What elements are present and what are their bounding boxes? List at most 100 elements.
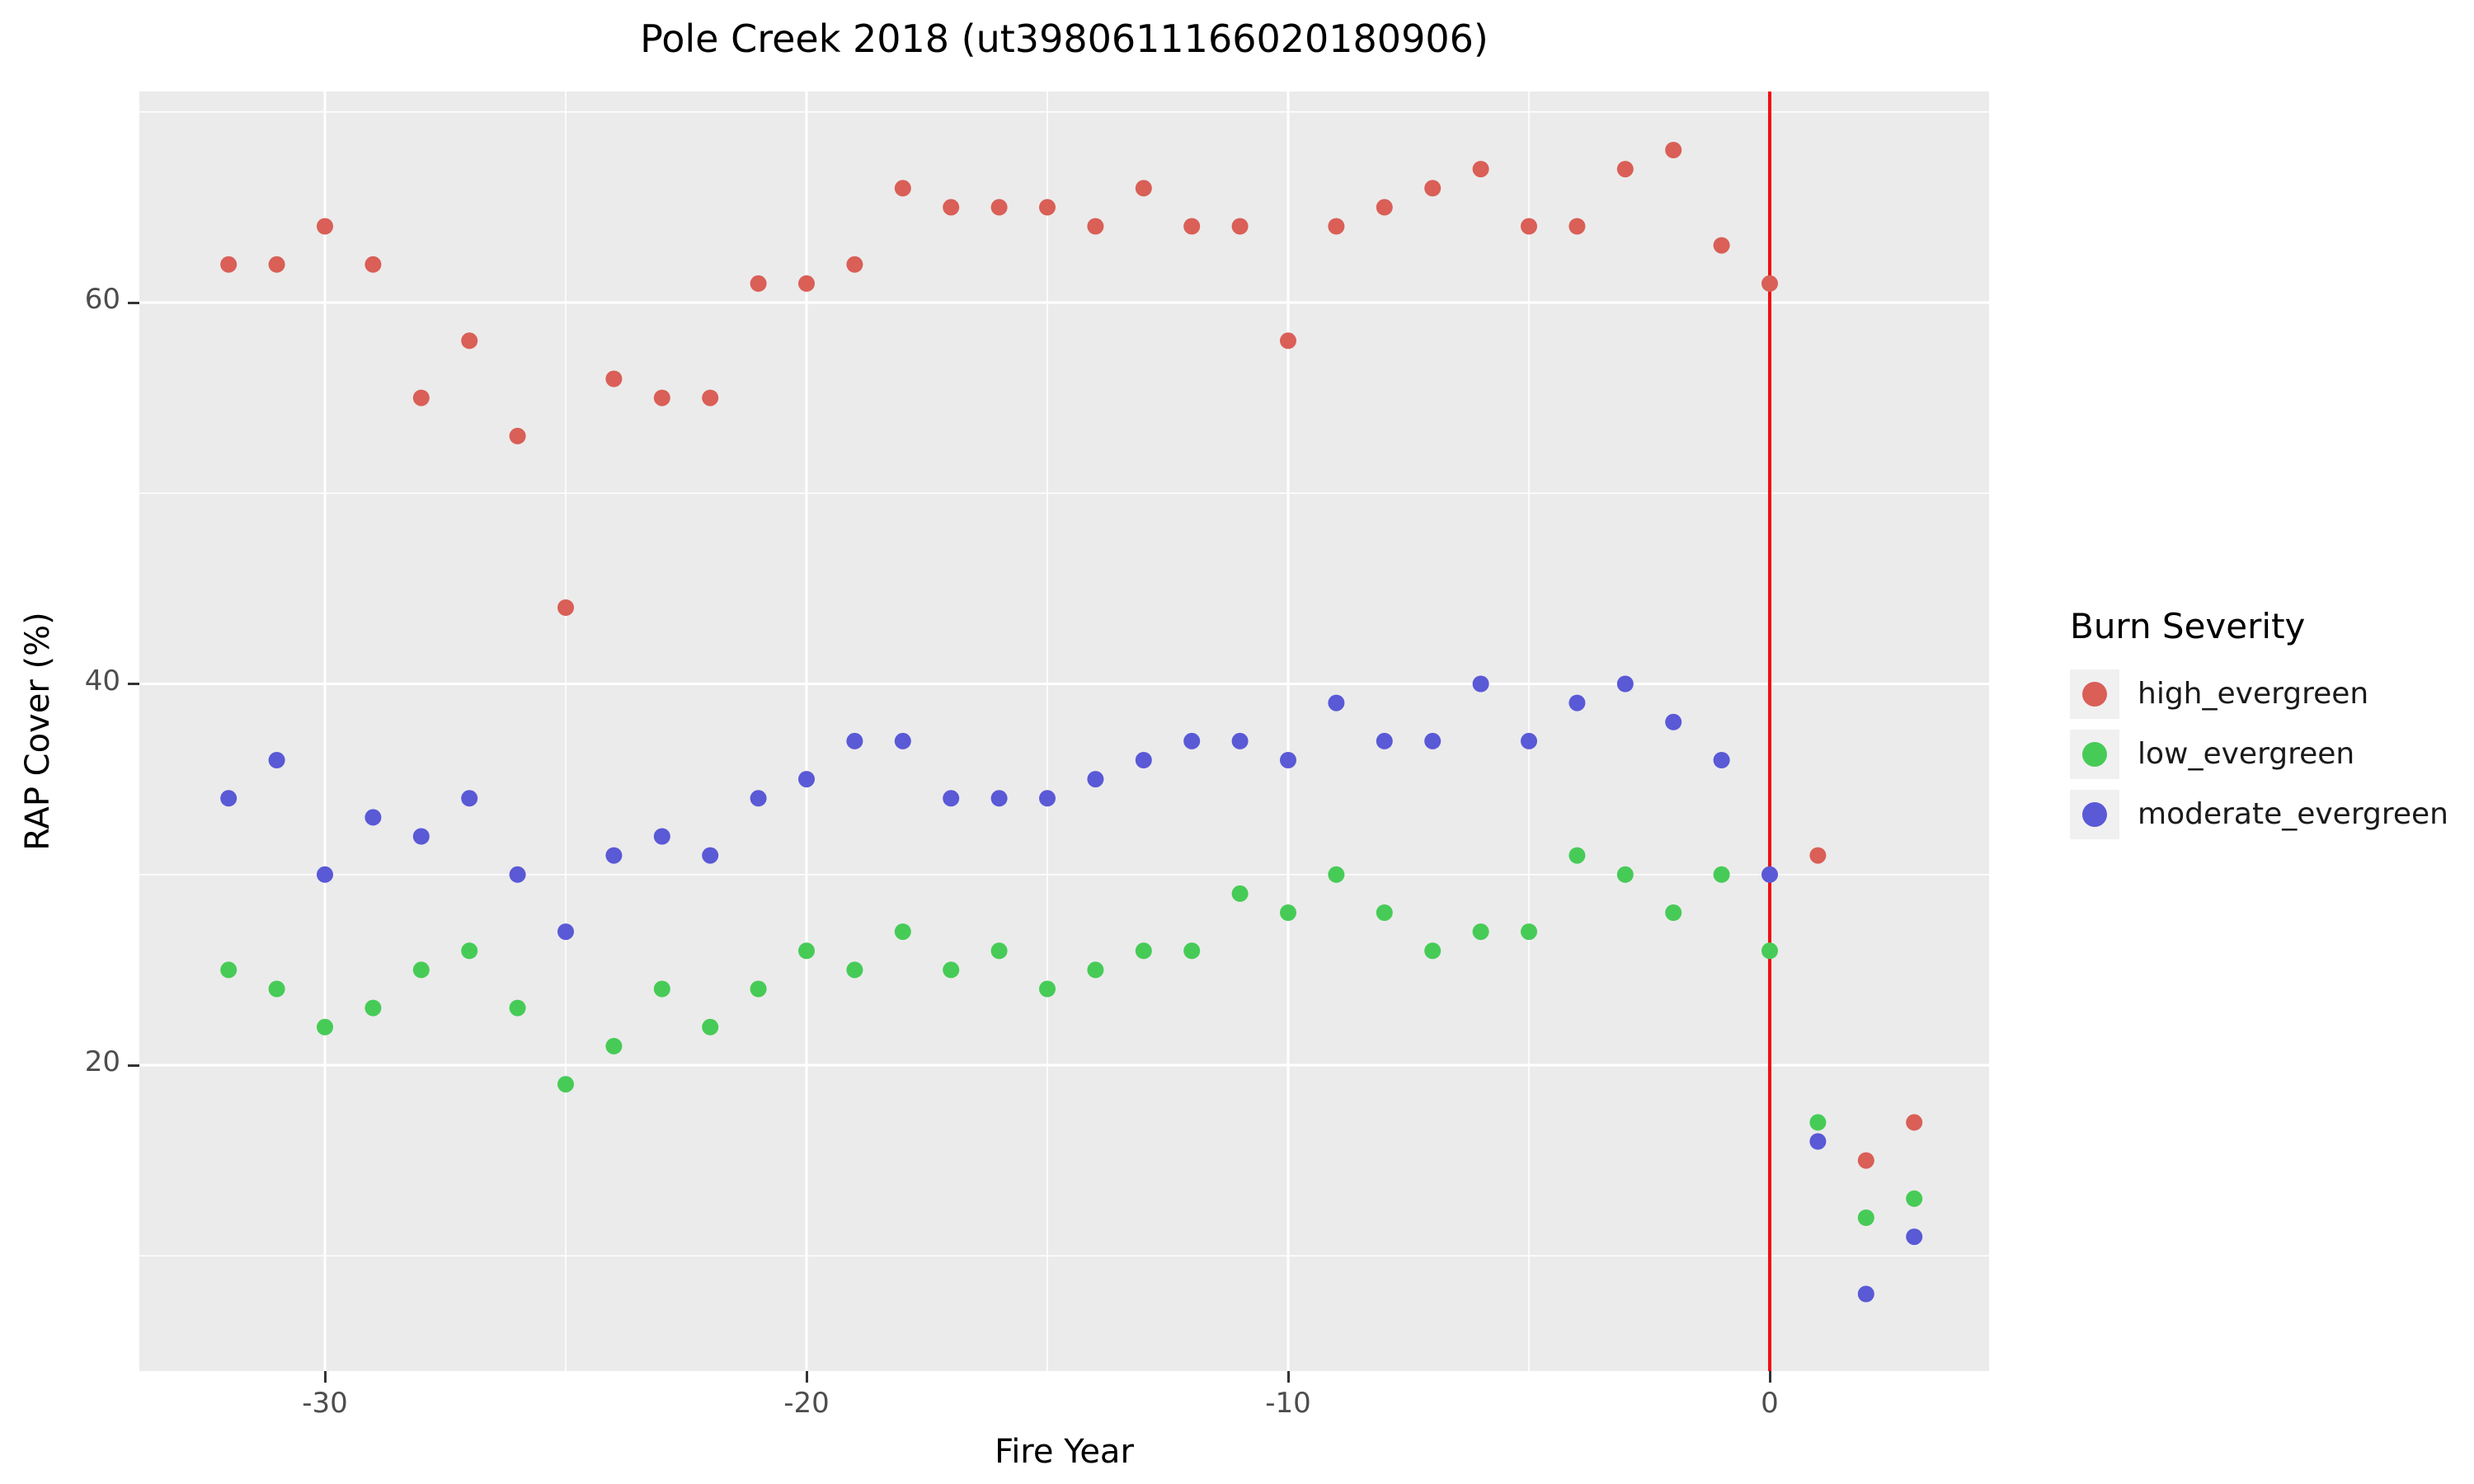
data-point-low_evergreen	[798, 942, 815, 960]
data-point-high_evergreen	[1424, 180, 1442, 197]
data-point-moderate_evergreen	[894, 732, 911, 749]
data-point-high_evergreen	[1183, 218, 1201, 235]
data-point-moderate_evergreen	[1231, 732, 1249, 749]
data-point-low_evergreen	[1087, 961, 1104, 979]
data-point-low_evergreen	[1472, 923, 1489, 941]
legend: Burn Severity high_evergreen low_evergree…	[2070, 606, 2458, 850]
data-point-low_evergreen	[1183, 942, 1201, 960]
data-point-low_evergreen	[653, 980, 670, 998]
legend-label: moderate_evergreen	[2138, 797, 2448, 831]
legend-dot-icon	[2082, 682, 2107, 707]
data-point-high_evergreen	[1713, 237, 1730, 254]
data-point-high_evergreen	[1376, 199, 1393, 216]
data-point-high_evergreen	[702, 389, 719, 406]
data-point-moderate_evergreen	[798, 771, 815, 788]
data-point-high_evergreen	[943, 199, 960, 216]
data-point-moderate_evergreen	[1521, 732, 1537, 749]
data-point-high_evergreen	[509, 427, 526, 444]
data-point-low_evergreen	[1713, 866, 1730, 883]
data-point-moderate_evergreen	[1665, 713, 1682, 730]
data-point-moderate_evergreen	[750, 790, 767, 807]
data-point-low_evergreen	[1809, 1114, 1827, 1131]
data-point-high_evergreen	[1231, 218, 1249, 235]
data-point-low_evergreen	[846, 961, 863, 979]
y-tick-label: 60	[84, 283, 120, 316]
data-point-low_evergreen	[750, 980, 767, 998]
x-tick-mark	[1768, 1371, 1771, 1383]
data-point-moderate_evergreen	[365, 809, 382, 826]
data-point-moderate_evergreen	[702, 847, 719, 864]
data-point-low_evergreen	[1280, 904, 1296, 921]
data-point-low_evergreen	[1569, 847, 1586, 864]
data-point-high_evergreen	[461, 332, 478, 350]
data-point-low_evergreen	[990, 942, 1008, 960]
data-point-high_evergreen	[317, 218, 333, 235]
data-point-high_evergreen	[894, 180, 911, 197]
data-point-moderate_evergreen	[943, 790, 960, 807]
x-tick-mark	[323, 1371, 327, 1383]
data-point-low_evergreen	[605, 1037, 623, 1054]
data-point-low_evergreen	[268, 980, 285, 998]
data-point-moderate_evergreen	[557, 923, 574, 941]
data-point-moderate_evergreen	[990, 790, 1008, 807]
data-point-moderate_evergreen	[1280, 752, 1296, 768]
data-point-low_evergreen	[1906, 1190, 1923, 1207]
data-point-moderate_evergreen	[1906, 1228, 1923, 1246]
data-point-moderate_evergreen	[1761, 866, 1778, 883]
data-point-high_evergreen	[1039, 199, 1056, 216]
y-tick-mark	[128, 1064, 139, 1067]
data-point-moderate_evergreen	[1183, 732, 1201, 749]
data-point-high_evergreen	[1087, 218, 1104, 235]
data-point-low_evergreen	[365, 999, 382, 1017]
data-point-high_evergreen	[1135, 180, 1152, 197]
data-point-moderate_evergreen	[412, 828, 430, 845]
data-point-low_evergreen	[317, 1018, 333, 1036]
data-point-high_evergreen	[1665, 142, 1682, 158]
legend-key-swatch	[2070, 730, 2119, 779]
y-tick-label: 40	[84, 664, 120, 697]
legend-item-moderate_evergreen: moderate_evergreen	[2070, 790, 2458, 839]
x-tick-mark	[805, 1371, 808, 1383]
data-point-moderate_evergreen	[605, 847, 623, 864]
legend-dot-icon	[2082, 802, 2107, 827]
data-point-high_evergreen	[1761, 275, 1778, 292]
data-point-low_evergreen	[1761, 942, 1778, 960]
data-point-moderate_evergreen	[1328, 694, 1345, 711]
data-point-low_evergreen	[1376, 904, 1393, 921]
data-point-high_evergreen	[1280, 332, 1296, 350]
data-point-low_evergreen	[1665, 904, 1682, 921]
legend-item-high_evergreen: high_evergreen	[2070, 669, 2458, 719]
data-point-high_evergreen	[1328, 218, 1345, 235]
data-point-high_evergreen	[1906, 1114, 1923, 1131]
data-point-high_evergreen	[653, 389, 670, 406]
data-point-low_evergreen	[412, 961, 430, 979]
data-point-high_evergreen	[220, 256, 238, 273]
data-point-high_evergreen	[750, 275, 767, 292]
data-point-moderate_evergreen	[220, 790, 238, 807]
data-point-low_evergreen	[1521, 923, 1537, 941]
data-point-low_evergreen	[1135, 942, 1152, 960]
data-point-moderate_evergreen	[1616, 675, 1634, 693]
data-point-moderate_evergreen	[1472, 675, 1489, 693]
plot-panel	[139, 92, 1989, 1371]
scatter-plot-area	[139, 92, 1989, 1371]
x-axis-title: Fire Year	[995, 1433, 1134, 1471]
data-point-low_evergreen	[1424, 942, 1442, 960]
data-point-low_evergreen	[702, 1018, 719, 1036]
x-tick-label: -20	[783, 1387, 830, 1420]
data-point-low_evergreen	[509, 999, 526, 1017]
data-point-low_evergreen	[1039, 980, 1056, 998]
y-tick-label: 20	[84, 1045, 120, 1078]
data-point-moderate_evergreen	[1039, 790, 1056, 807]
x-tick-mark	[1286, 1371, 1290, 1383]
data-point-moderate_evergreen	[1713, 752, 1730, 768]
legend-key-swatch	[2070, 669, 2119, 719]
data-point-high_evergreen	[365, 256, 382, 273]
data-point-high_evergreen	[846, 256, 863, 273]
y-tick-mark	[128, 301, 139, 304]
data-point-moderate_evergreen	[1376, 732, 1393, 749]
data-point-high_evergreen	[412, 389, 430, 406]
data-point-low_evergreen	[1328, 866, 1345, 883]
data-point-low_evergreen	[220, 961, 238, 979]
